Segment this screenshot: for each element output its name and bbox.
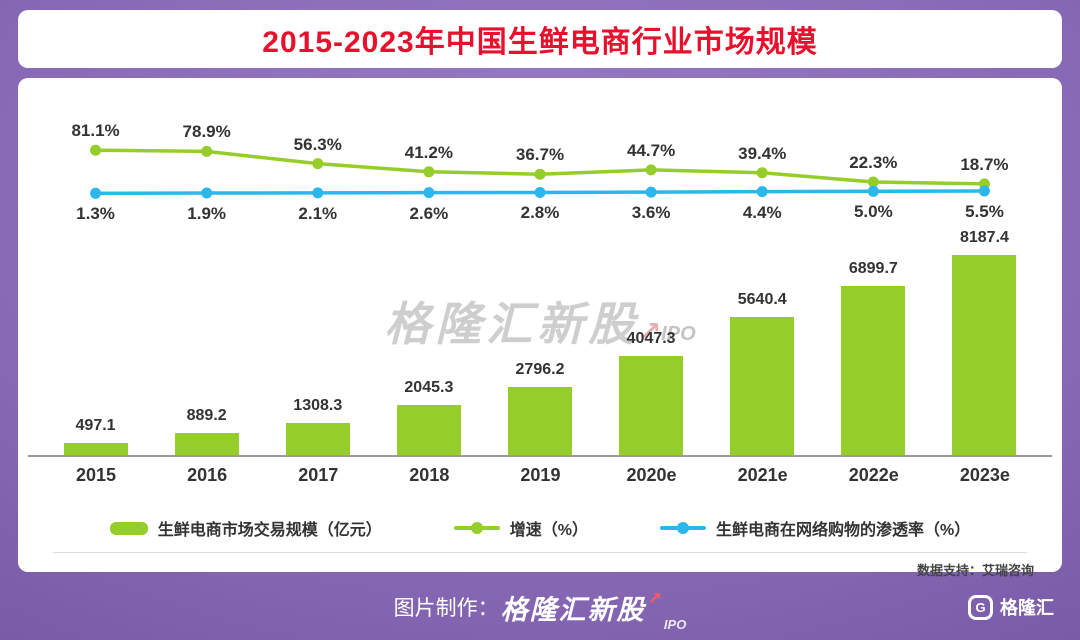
x-axis-line <box>28 455 1052 457</box>
growth-line-label-2021e: 39.4% <box>738 143 787 163</box>
bar-value-2016: 889.2 <box>186 407 227 424</box>
chart-area: 格隆汇新股↗IPO 497.1 2015 889.2 2016 1308.3 2017 20… <box>28 78 1052 508</box>
growth-line-point-2021e <box>756 167 768 179</box>
growth-line-label-2019: 36.7% <box>515 145 565 165</box>
x-axis-label-2022e: 2022e <box>848 465 899 485</box>
x-axis-label-2019: 2019 <box>520 465 561 485</box>
penetration-line-label-2019: 2.8% <box>520 203 560 223</box>
gelonghui-logo: G 格隆汇 <box>968 594 1054 620</box>
page-title: 2015-2023年中国生鲜电商行业市场规模 <box>262 26 818 59</box>
bar-value-2021e: 5640.4 <box>737 291 787 308</box>
penetration-line-label-2021e: 4.4% <box>742 202 782 222</box>
legend: 生鲜电商市场交易规模（亿元） 增速（%） 生鲜电商在网络购物的渗透率（%） <box>53 516 1027 553</box>
bar-value-2015: 497.1 <box>75 417 116 434</box>
data-source: 数据支持：艾瑞咨询 <box>916 563 1034 578</box>
line-chart <box>90 144 990 199</box>
growth-line-point-2016 <box>201 145 213 157</box>
legend-label-penetration: 生鲜电商在网络购物的渗透率（%） <box>716 522 971 539</box>
penetration-line-point-2022e <box>867 185 879 197</box>
penetration-line-label-2018: 2.6% <box>409 203 449 223</box>
penetration-line-label-2016: 1.9% <box>187 203 227 223</box>
penetration-line-label-2022e: 5.0% <box>853 202 893 222</box>
bar-value-2020e: 4047.3 <box>626 330 676 347</box>
legend-penetration-dot <box>677 522 689 534</box>
x-axis-label-2015: 2015 <box>75 465 117 485</box>
penetration-line-point-2015 <box>90 187 102 199</box>
penetration-line-point-2018 <box>423 187 435 199</box>
growth-line-label-2017: 56.3% <box>293 134 342 154</box>
bar-2017 <box>285 423 350 455</box>
bar-value-2023e: 8187.4 <box>959 229 1009 246</box>
penetration-line-point-2017 <box>312 187 324 199</box>
penetration-line-point-2020e <box>645 186 657 198</box>
x-axis-label-2023e: 2023e <box>959 465 1010 485</box>
growth-line-point-2020e <box>645 164 657 176</box>
legend-label-market-size: 生鲜电商市场交易规模（亿元） <box>157 522 382 539</box>
growth-line-label-2016: 78.9% <box>182 122 231 142</box>
x-axis-label-2018: 2018 <box>409 465 450 485</box>
title-bar: 2015-2023年中国生鲜电商行业市场规模 <box>18 10 1062 68</box>
legend-bar-swatch <box>109 521 148 535</box>
growth-line-point-2022e <box>867 176 879 188</box>
trend-arrow-icon: ↗ <box>647 589 662 608</box>
bar-value-2022e: 6899.7 <box>848 260 898 277</box>
brand-name: 格隆汇新股 <box>500 594 646 625</box>
penetration-line-point-2016 <box>201 187 213 199</box>
bar-value-2018: 2045.3 <box>404 379 454 396</box>
bar-value-2019: 2796.2 <box>515 361 565 378</box>
gelonghui-logo-icon: G <box>968 594 993 620</box>
bar-2023e <box>952 255 1017 455</box>
chart-card: 格隆汇新股↗IPO 497.1 2015 889.2 2016 1308.3 2017 20… <box>18 78 1062 578</box>
bar-2018 <box>396 405 461 455</box>
growth-line-point-2018 <box>423 166 435 178</box>
growth-line-label-2020e: 44.7% <box>627 140 676 160</box>
bar-2021e <box>730 317 795 455</box>
bar-value-2017: 1308.3 <box>293 397 343 414</box>
brand-sub: IPO <box>663 617 687 632</box>
growth-line-label-2018: 41.2% <box>404 142 453 162</box>
bar-2016 <box>174 433 239 455</box>
x-axis-label-2020e: 2020e <box>626 465 677 485</box>
growth-line-label-2015: 81.1% <box>71 121 120 141</box>
growth-line-point-2017 <box>312 158 324 170</box>
growth-line-point-2015 <box>90 144 102 156</box>
x-axis-label-2017: 2017 <box>298 465 339 485</box>
footer-bar: 图片制作： 格隆汇新股 ↗ IPO <box>0 574 1080 640</box>
penetration-line-point-2021e <box>756 186 768 198</box>
legend-penetration-line-swatch <box>660 522 706 534</box>
penetration-line-label-2017: 2.1% <box>298 203 338 223</box>
penetration-line-label-2020e: 3.6% <box>631 203 671 223</box>
penetration-line-label-2015: 1.3% <box>76 204 115 224</box>
bar-2020e <box>619 356 684 455</box>
bar-2022e <box>841 286 906 455</box>
bar-2015 <box>63 443 128 455</box>
legend-item-market-size: 生鲜电商市场交易规模（亿元） <box>109 516 382 540</box>
penetration-line-point-2023e <box>978 185 990 197</box>
legend-growth-dot <box>470 522 483 534</box>
legend-item-growth: 增速（%） <box>453 516 588 540</box>
x-axis-label-2016: 2016 <box>187 465 228 485</box>
growth-line-label-2022e: 22.3% <box>849 152 898 172</box>
legend-item-penetration: 生鲜电商在网络购物的渗透率（%） <box>660 516 970 540</box>
legend-label-growth: 增速（%） <box>509 522 588 539</box>
growth-line-label-2023e: 18.7% <box>960 154 1009 174</box>
x-axis-label-2021e: 2021e <box>737 465 788 485</box>
bar-2019 <box>508 387 572 455</box>
penetration-line-label-2023e: 5.5% <box>965 202 1004 222</box>
penetration-line-point-2019 <box>534 187 546 198</box>
credit-label: 图片制作： <box>393 597 499 620</box>
growth-line-point-2019 <box>534 168 546 180</box>
legend-growth-line-swatch <box>453 522 500 534</box>
gelonghui-logo-text: 格隆汇 <box>1000 598 1054 618</box>
